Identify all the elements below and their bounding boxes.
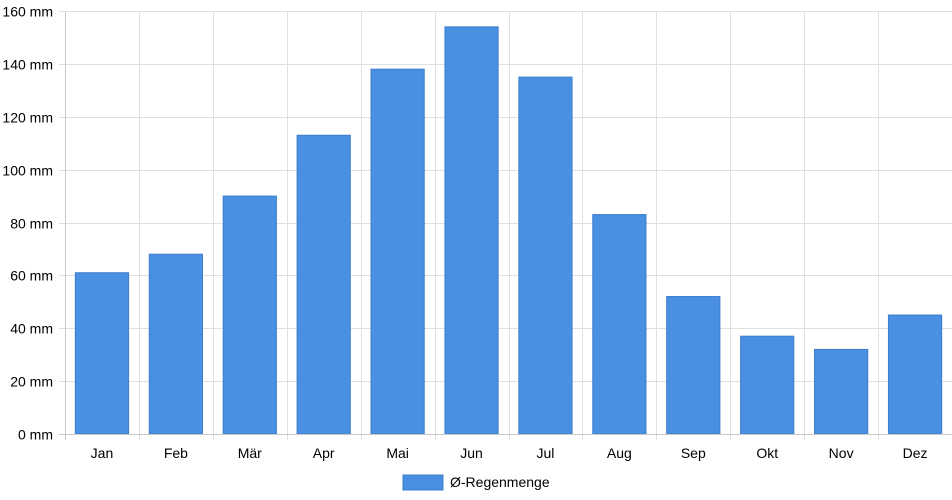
legend-swatch[interactable] [402, 474, 444, 491]
legend-label[interactable]: Ø-Regenmenge [450, 474, 550, 490]
x-tick-label: Jan [91, 445, 114, 461]
y-tick-label: 80 mm [10, 216, 53, 232]
bar-jun[interactable] [444, 26, 499, 435]
bar-aug[interactable] [592, 214, 647, 435]
y-tick-labels: 0 mm 20 mm 40 mm 60 mm 80 mm 100 mm 120 mm 140 … [2, 4, 53, 443]
x-tick-label: Jun [460, 445, 483, 461]
x-tick-label: Apr [313, 445, 335, 461]
y-tick-label: 20 mm [10, 374, 53, 390]
x-tick-label: Dez [903, 445, 928, 461]
grid-lines [59, 11, 952, 440]
y-tick-label: 60 mm [10, 268, 53, 284]
bar-dez[interactable] [887, 314, 943, 435]
bar-nov[interactable] [814, 348, 869, 435]
x-tick-label: Sep [681, 445, 706, 461]
axes [59, 11, 952, 440]
y-tick-label: 0 mm [18, 427, 53, 443]
y-tick-label: 100 mm [2, 163, 53, 179]
bar-mai[interactable] [370, 68, 425, 435]
bars [74, 26, 943, 435]
x-tick-label: Okt [756, 445, 778, 461]
x-tick-label: Nov [829, 445, 854, 461]
x-tick-label: Feb [164, 445, 188, 461]
bar-okt[interactable] [740, 335, 795, 435]
bar-apr[interactable] [296, 134, 351, 435]
x-tick-labels: Jan Feb Mär Apr Mai Jun Jul Aug Sep Okt Nov Dez [91, 445, 928, 461]
bar-jul[interactable] [518, 76, 573, 435]
x-tick-label: Jul [537, 445, 555, 461]
x-tick-label: Mär [238, 445, 262, 461]
bar-mär[interactable] [222, 195, 277, 435]
bar-sep[interactable] [666, 296, 721, 435]
y-tick-label: 140 mm [2, 57, 53, 73]
bar-jan[interactable] [74, 272, 130, 435]
x-tick-label: Mai [386, 445, 409, 461]
y-tick-label: 120 mm [2, 110, 53, 126]
y-tick-label: 40 mm [10, 321, 53, 337]
x-tick-label: Aug [607, 445, 632, 461]
bar-feb[interactable] [148, 253, 203, 435]
legend[interactable]: Ø-Regenmenge [402, 474, 550, 491]
y-tick-label: 160 mm [2, 4, 53, 20]
